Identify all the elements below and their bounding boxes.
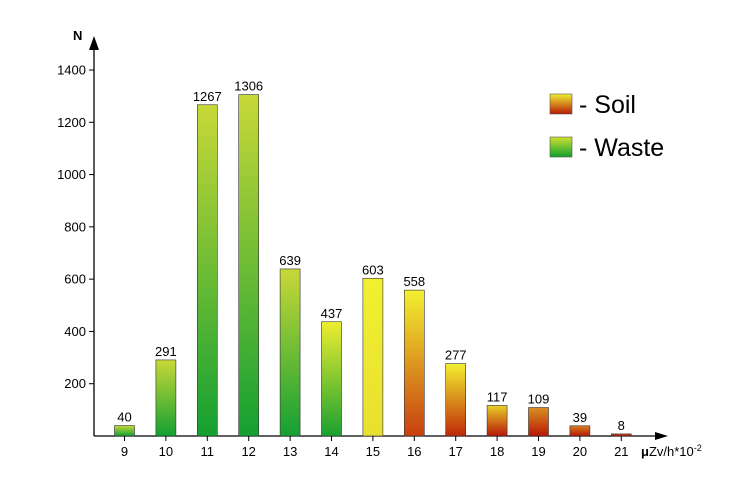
bar-13 (279, 268, 301, 437)
data-label-21: 8 (618, 418, 625, 433)
legend: - Soil - Waste (549, 91, 664, 162)
data-label-9: 40 (117, 410, 131, 425)
y-tick-label: 800 (64, 219, 86, 234)
bar-14 (321, 321, 342, 437)
x-tick-label: 9 (121, 444, 128, 459)
data-label-19: 109 (528, 392, 550, 407)
legend-label-soil: - Soil (579, 91, 636, 119)
x-tick-label: 10 (159, 444, 173, 459)
x-tick-label: 20 (573, 444, 587, 459)
data-label-15: 603 (362, 262, 384, 277)
x-axis-title-prefix: μ (641, 444, 649, 459)
bar-9 (114, 425, 135, 437)
data-label-16: 558 (403, 274, 425, 289)
y-tick-label: 1400 (57, 63, 86, 78)
y-tick-label: 1000 (57, 167, 86, 182)
y-tick-label: 400 (64, 324, 86, 339)
bar-17 (445, 363, 467, 437)
legend-swatch-soil (549, 93, 573, 115)
x-tick-label: 11 (201, 444, 215, 459)
data-label-11: 1267 (193, 89, 222, 104)
x-tick-label: 19 (531, 444, 545, 459)
bar-15 (362, 278, 384, 437)
x-tick-label: 13 (283, 444, 297, 459)
data-labels: 40 291 1267 1306 639 437 603 558 277 117 109 39 8 (117, 79, 625, 433)
bar-20 (569, 425, 591, 437)
data-label-20: 39 (573, 410, 587, 425)
bar-12 (238, 94, 259, 437)
data-label-18: 117 (487, 389, 508, 404)
x-axis-title-main: Zv/h*10 (649, 444, 694, 459)
bar-10 (155, 359, 177, 437)
data-label-10: 291 (155, 344, 177, 359)
y-tick-label: 600 (64, 272, 86, 287)
data-label-14: 437 (321, 306, 343, 321)
x-axis-title-exponent: -2 (694, 443, 702, 453)
legend-label-waste: - Waste (579, 134, 664, 162)
data-label-12: 1306 (234, 79, 263, 94)
x-tick-label: 21 (614, 444, 628, 459)
bar-11 (197, 104, 218, 437)
bar-18 (486, 405, 508, 437)
legend-swatch-waste (549, 136, 573, 158)
x-tick-label: 14 (324, 444, 338, 459)
x-axis-title: μZv/h*10-2 (641, 443, 702, 459)
y-tick-label: 200 (64, 376, 86, 391)
x-tick-label: 16 (407, 444, 421, 459)
x-tick-label: 15 (366, 444, 380, 459)
bar-16 (403, 289, 425, 437)
data-label-17: 277 (445, 348, 467, 363)
bar-21 (610, 433, 632, 437)
y-ticks: 200 400 600 800 1000 1200 1400 (57, 63, 94, 391)
bar-19 (528, 407, 549, 437)
x-ticks: 9 10 11 12 13 14 15 16 17 18 19 20 21 (121, 436, 629, 459)
x-tick-label: 18 (490, 444, 504, 459)
x-tick-label: 17 (448, 444, 462, 459)
data-label-13: 639 (279, 253, 301, 268)
y-axis-arrow (89, 36, 99, 50)
y-tick-label: 1200 (57, 115, 86, 130)
x-tick-label: 12 (241, 444, 255, 459)
x-axis-arrow (655, 432, 668, 440)
bars (114, 94, 632, 437)
y-axis-title: N (73, 28, 82, 43)
